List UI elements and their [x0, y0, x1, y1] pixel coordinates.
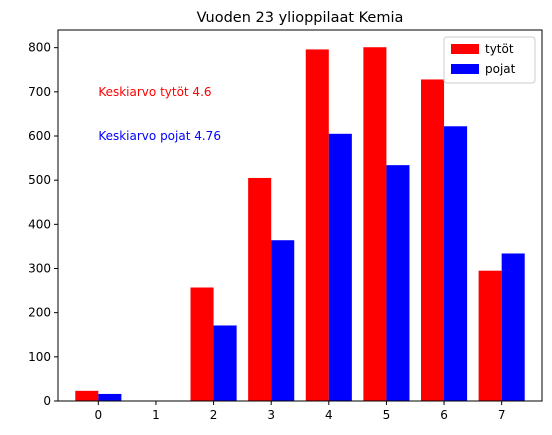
x-tick-label: 2 — [210, 408, 218, 422]
legend-label-pojat: pojat — [485, 62, 516, 76]
bar-pojat-4 — [328, 133, 352, 401]
bar-pojat-3 — [271, 240, 295, 401]
annotation-0: Keskiarvo tytöt 4.6 — [98, 85, 211, 99]
bar-pojat-6 — [444, 126, 468, 402]
y-tick-label: 300 — [28, 262, 51, 276]
y-tick-label: 200 — [28, 306, 51, 320]
bar-tytöt-0 — [75, 390, 99, 401]
x-tick-label: 0 — [95, 408, 103, 422]
legend: tytöt pojat — [443, 36, 536, 84]
plot-frame — [57, 29, 543, 402]
bar-pojat-7 — [501, 253, 525, 401]
x-tick-label: 1 — [152, 408, 160, 422]
x-tick-label: 4 — [325, 408, 333, 422]
y-tick-label: 800 — [28, 41, 51, 55]
bar-tytöt-3 — [248, 177, 272, 401]
y-tick-label: 700 — [28, 85, 51, 99]
y-tick-label: 400 — [28, 217, 51, 231]
y-tick-label: 600 — [28, 129, 51, 143]
bar-tytöt-4 — [305, 49, 329, 401]
bars — [75, 47, 525, 402]
legend-label-tytöt: tytöt — [485, 42, 514, 56]
annotation-1: Keskiarvo pojat 4.76 — [98, 129, 221, 143]
y-axis: 0 100 200 300 400 500 600 700 800 — [28, 41, 58, 408]
x-tick-label: 6 — [440, 408, 448, 422]
x-tick-label: 3 — [267, 408, 275, 422]
bar-tytöt-6 — [421, 79, 445, 401]
chart-title: Vuoden 23 ylioppilaat Kemia — [197, 10, 404, 26]
x-tick-label: 7 — [498, 408, 506, 422]
bar-tytöt-2 — [190, 287, 214, 401]
x-axis: 0 1 2 3 4 5 6 7 — [95, 401, 506, 422]
bar-tytöt-5 — [363, 47, 387, 401]
y-tick-label: 100 — [28, 350, 51, 364]
x-tick-label: 5 — [383, 408, 391, 422]
legend-swatch-pojat — [451, 64, 479, 74]
y-tick-label: 0 — [43, 394, 51, 408]
bar-pojat-0 — [98, 393, 122, 401]
bar-tytöt-7 — [478, 270, 502, 401]
y-tick-label: 500 — [28, 173, 51, 187]
bar-pojat-2 — [213, 325, 237, 401]
legend-swatch-tytöt — [451, 44, 479, 54]
annotations: Keskiarvo tytöt 4.6 Keskiarvo pojat 4.76 — [98, 85, 221, 143]
bar-pojat-5 — [386, 165, 410, 401]
